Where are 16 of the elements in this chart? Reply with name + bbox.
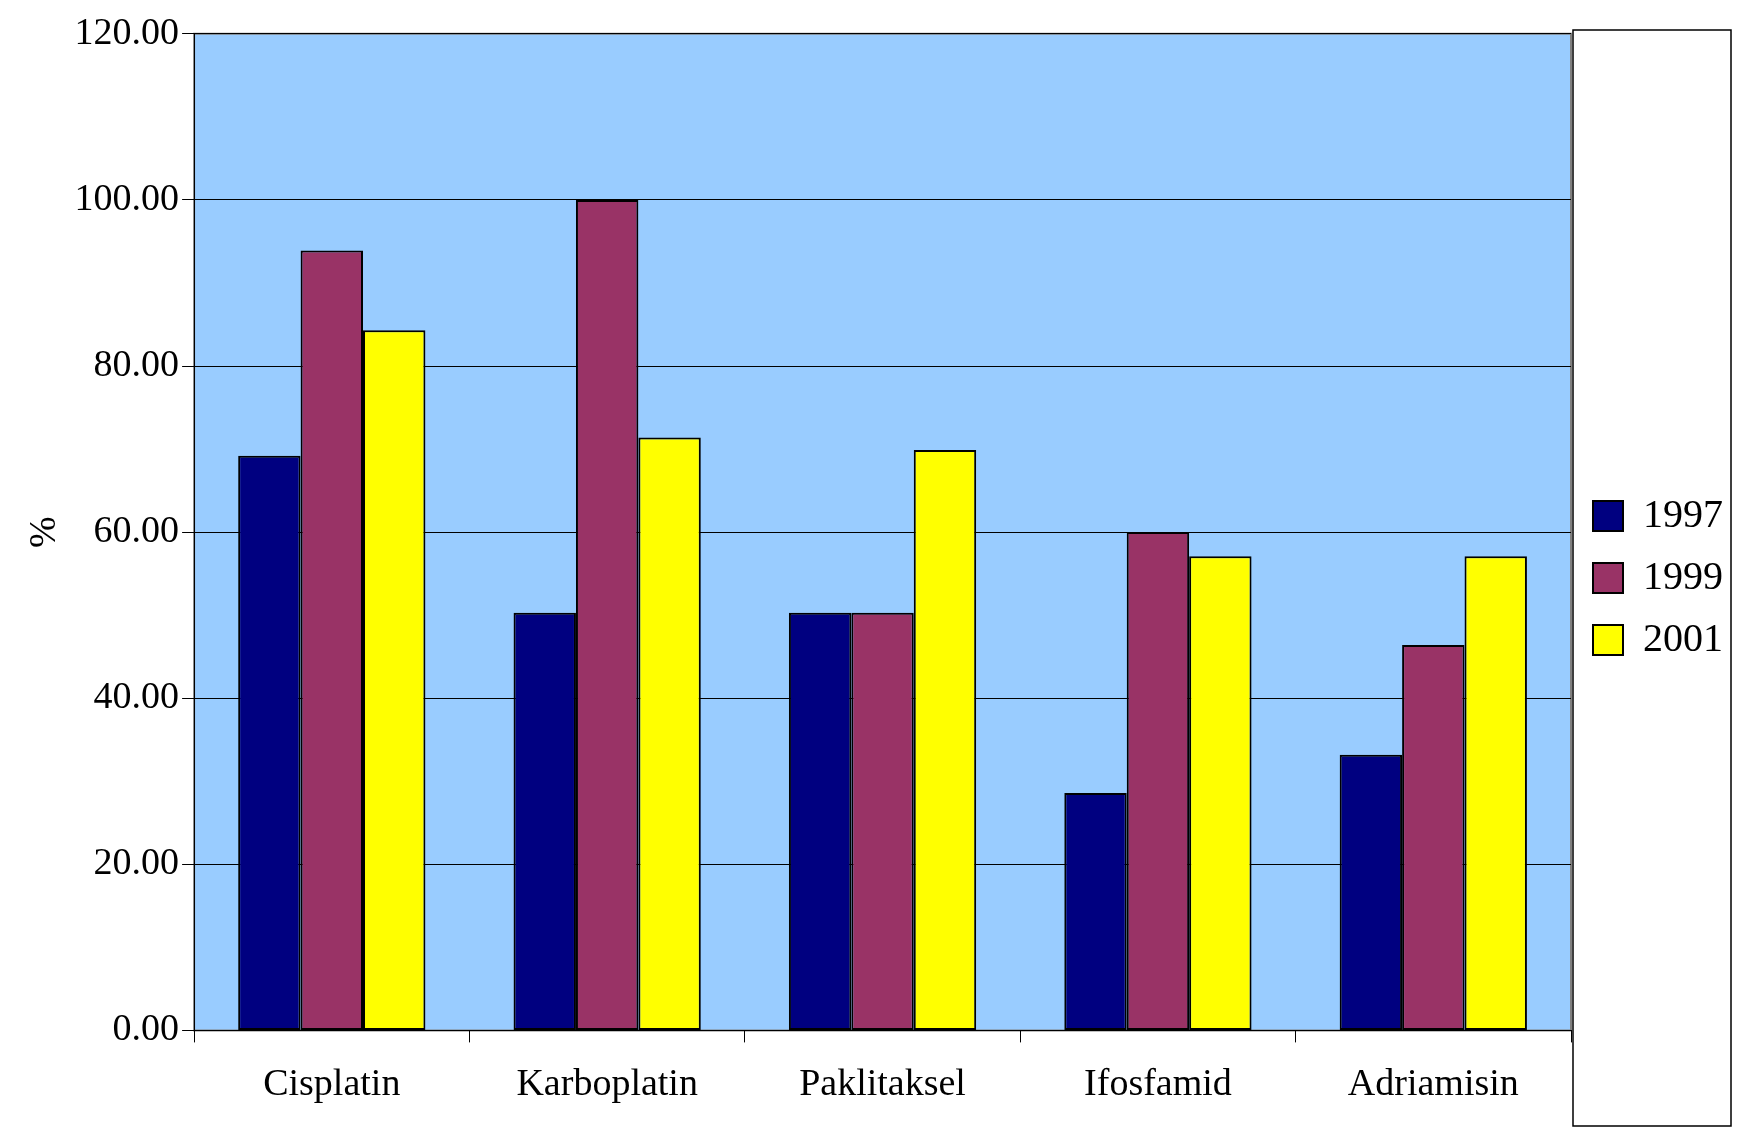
x-tick-label: Ifosfamid	[1084, 1061, 1232, 1104]
legend-label: 1997	[1643, 490, 1723, 536]
x-tick-label: Adriamisin	[1347, 1061, 1519, 1104]
legend-label: 1999	[1643, 552, 1723, 598]
y-tick-label: 20.00	[93, 840, 180, 883]
x-tick-label: Paklitaksel	[799, 1061, 966, 1104]
y-tick-label: 40.00	[93, 674, 180, 717]
y-tick-label: 0.00	[112, 1006, 180, 1049]
y-tick-label: 60.00	[93, 508, 180, 551]
x-tick-label: Cisplatin	[263, 1061, 401, 1104]
y-tick-label: 100.00	[74, 175, 180, 218]
y-axis-title: %	[20, 516, 63, 548]
y-tick-label: 80.00	[93, 341, 180, 384]
y-tick-label: 120.00	[74, 9, 180, 52]
x-tick-label: Karboplatin	[516, 1061, 698, 1104]
legend-label: 2001	[1643, 614, 1723, 660]
